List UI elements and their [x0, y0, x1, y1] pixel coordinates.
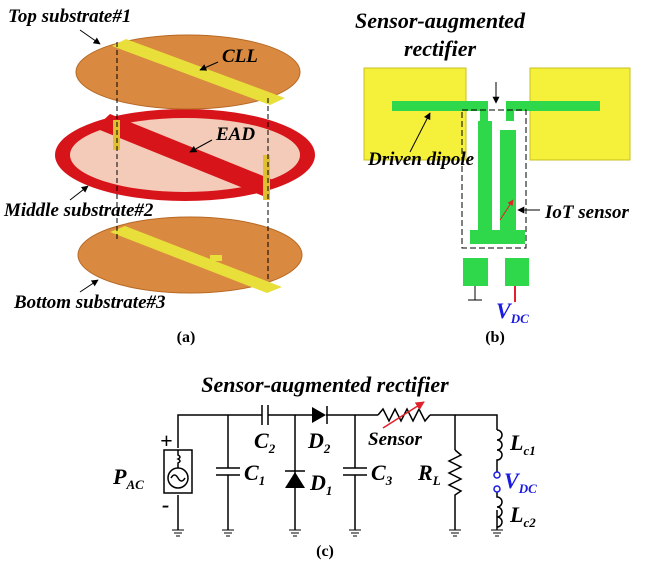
polarity: +	[160, 428, 173, 453]
shape-rect	[500, 130, 516, 230]
shape-rect	[364, 68, 466, 160]
shape-path	[497, 430, 502, 472]
shape-line	[80, 30, 100, 44]
shape-path	[262, 405, 268, 425]
label: Lc1	[509, 430, 536, 458]
polarity: -	[162, 492, 169, 517]
shape-rect	[463, 258, 488, 286]
base: C	[254, 428, 269, 453]
label: PAC	[112, 464, 144, 492]
subscript: DC	[510, 311, 529, 326]
title: Sensor-augmented rectifier	[201, 372, 449, 397]
label: Middle substrate#2	[3, 200, 154, 221]
label: Driven dipole	[367, 149, 475, 170]
shape-path	[449, 450, 461, 500]
label: C1	[244, 460, 265, 488]
panel-a: Top substrate#1 CLL EAD Middle substrate…	[3, 6, 315, 346]
base: C	[244, 460, 259, 485]
shape-rect	[480, 101, 488, 121]
base: D	[307, 428, 324, 453]
subscript: c2	[523, 515, 536, 530]
label: VDC	[496, 298, 529, 326]
figure: Top substrate#1 CLL EAD Middle substrate…	[0, 0, 649, 565]
base: L	[509, 502, 523, 527]
base: P	[112, 464, 127, 489]
shape-path	[312, 407, 326, 423]
shape-rect	[462, 110, 526, 248]
shape-g	[172, 530, 503, 536]
shape-rect	[470, 230, 525, 244]
caption: (b)	[485, 329, 505, 346]
label: IoT sensor	[544, 202, 630, 223]
shape-rect	[210, 255, 222, 261]
label: C2	[254, 428, 276, 456]
shape-rect	[505, 258, 529, 286]
body: Top substrate#1 CLL EAD Middle substrate…	[0, 0, 649, 565]
page: Sensor-augmented rectifier figure {"pane…	[0, 0, 649, 565]
shape-path	[178, 415, 497, 448]
label: EAD	[215, 124, 255, 145]
base: R	[417, 460, 433, 485]
subscript: 2	[323, 441, 331, 456]
shape-rect	[530, 68, 630, 160]
caption: (c)	[316, 543, 334, 560]
label: C3	[371, 460, 393, 488]
subscript: 2	[268, 441, 276, 456]
shape-path	[172, 530, 503, 536]
label: Bottom substrate#3	[13, 292, 166, 313]
shape-circle	[494, 472, 500, 478]
subscript: AC	[125, 477, 144, 492]
shape-line	[70, 186, 88, 200]
base: L	[509, 430, 523, 455]
label: CLL	[222, 46, 258, 67]
subscript: DC	[518, 481, 537, 496]
shape-path	[285, 472, 305, 488]
shape-line	[383, 402, 424, 428]
title: Sensor-augmented	[355, 8, 526, 33]
label: VDC	[504, 468, 537, 496]
subscript: L	[432, 473, 441, 488]
base: D	[309, 470, 326, 495]
shape-rect	[263, 155, 270, 200]
label: D1	[309, 470, 332, 498]
shape-line	[80, 280, 98, 292]
label: D2	[307, 428, 331, 456]
label: RL	[417, 460, 441, 488]
panel-b: Sensor-augmented rectifier Driven dipole…	[355, 8, 630, 346]
shape-rect	[478, 121, 492, 231]
title: rectifier	[404, 36, 477, 61]
label: Top substrate#1	[8, 6, 131, 27]
subscript: 1	[259, 473, 266, 488]
subscript: 3	[385, 473, 393, 488]
caption: (a)	[177, 329, 196, 346]
shape-circle	[494, 486, 500, 492]
shape-rect	[164, 450, 192, 493]
subscript: c1	[523, 443, 535, 458]
panel-c: Sensor-augmented rectifier + - PAC C2 D2…	[112, 372, 537, 560]
label: Sensor	[368, 429, 422, 450]
subscript: 1	[326, 483, 333, 498]
label: Lc2	[509, 502, 536, 530]
shape-rect	[506, 101, 514, 121]
base: C	[371, 460, 386, 485]
